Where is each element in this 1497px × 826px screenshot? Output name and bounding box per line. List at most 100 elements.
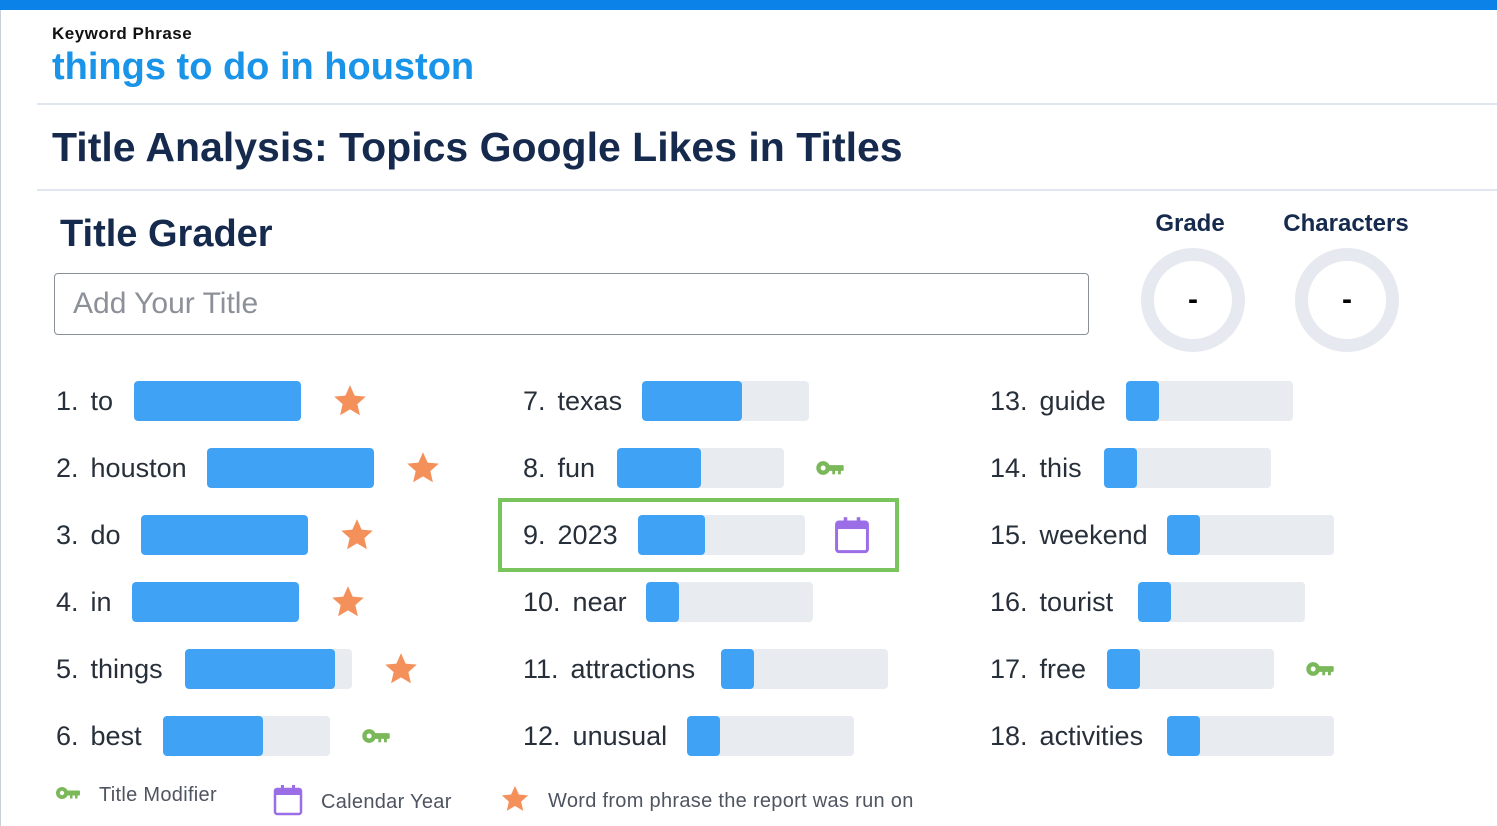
- topic-score-bar: [646, 582, 813, 622]
- topic-row: 10. near: [523, 582, 647, 622]
- topic-rank: 10.: [523, 586, 561, 617]
- topic-score-fill: [1107, 649, 1141, 689]
- title-modifier-icon: [1305, 650, 1335, 688]
- topic-rank: 15.: [990, 519, 1028, 550]
- topic-word: free: [1039, 653, 1087, 684]
- characters-gauge: -: [1295, 248, 1399, 352]
- legend-calendar-year: Calendar Year: [273, 784, 452, 821]
- topic-word: 2023: [557, 519, 618, 550]
- topic-rank: 13.: [990, 385, 1028, 416]
- grade-gauge: -: [1141, 248, 1245, 352]
- topic-score-fill: [638, 515, 705, 555]
- topic-word: tourist: [1039, 586, 1114, 617]
- star-icon: [405, 449, 441, 487]
- topic-word: do: [90, 519, 121, 550]
- topic-rank: 5.: [56, 653, 79, 684]
- characters-value: -: [1342, 283, 1352, 316]
- topic-word: fun: [557, 452, 596, 483]
- topic-row: 13. guide: [990, 381, 1126, 421]
- topic-score-fill: [642, 381, 743, 421]
- legend-label: Word from phrase the report was run on: [548, 790, 914, 812]
- topic-word: texas: [557, 385, 623, 416]
- topic-score-fill: [721, 649, 755, 689]
- topic-rank: 9.: [523, 519, 546, 550]
- star-icon: [500, 784, 530, 819]
- topic-word: this: [1039, 452, 1082, 483]
- topic-score-fill: [185, 649, 336, 689]
- topic-score-bar: [163, 716, 330, 756]
- topic-score-bar: [185, 649, 352, 689]
- title-input[interactable]: [54, 273, 1089, 335]
- topic-word: to: [90, 385, 114, 416]
- topic-word: attractions: [570, 653, 696, 684]
- title-modifier-icon: [55, 786, 81, 805]
- topic-row: 15. weekend: [990, 515, 1168, 555]
- section-title: Title Analysis: Topics Google Likes in T…: [52, 124, 903, 170]
- topic-score-fill: [1167, 716, 1201, 756]
- characters-label: Characters: [1283, 210, 1409, 237]
- topic-score-bar: [1126, 381, 1293, 421]
- topic-score-bar: [1167, 716, 1334, 756]
- topic-score-bar: [132, 582, 299, 622]
- legend-label: Calendar Year: [321, 791, 452, 813]
- topic-word: in: [90, 586, 112, 617]
- topic-score-bar: [1138, 582, 1305, 622]
- topic-score-bar: [721, 649, 888, 689]
- topic-score-bar: [207, 448, 374, 488]
- topic-score-fill: [1104, 448, 1138, 488]
- topic-score-bar: [141, 515, 308, 555]
- topic-rank: 4.: [56, 586, 79, 617]
- topic-row: 3. do: [56, 515, 141, 555]
- topic-score-fill: [687, 716, 721, 756]
- title-grader-heading: Title Grader: [60, 213, 273, 255]
- topic-word: activities: [1039, 720, 1144, 751]
- star-icon: [332, 382, 368, 420]
- topic-score-bar: [1107, 649, 1274, 689]
- legend-phrase-word: Word from phrase the report was run on: [500, 784, 914, 819]
- legend-title-modifier: Title Modifier: [55, 784, 217, 807]
- legend-label: Title Modifier: [99, 784, 217, 806]
- topic-score-fill: [207, 448, 374, 488]
- topic-row: 12. unusual: [523, 716, 687, 756]
- calendar-icon: [273, 784, 303, 821]
- topic-rank: 18.: [990, 720, 1028, 751]
- title-modifier-icon: [361, 717, 391, 755]
- star-icon: [339, 516, 375, 554]
- topic-rank: 6.: [56, 720, 79, 751]
- topic-word: weekend: [1039, 519, 1148, 550]
- topic-row: 11. attractions: [523, 649, 715, 689]
- topic-word: houston: [90, 452, 187, 483]
- topic-word: best: [90, 720, 142, 751]
- topic-score-bar: [1104, 448, 1271, 488]
- topic-rank: 1.: [56, 385, 79, 416]
- topic-score-bar: [1167, 515, 1334, 555]
- top-accent-bar: [0, 0, 1497, 10]
- topic-score-fill: [617, 448, 701, 488]
- topic-row: 7. texas: [523, 381, 642, 421]
- topic-rank: 8.: [523, 452, 546, 483]
- topic-word: things: [90, 653, 163, 684]
- topic-word: near: [572, 586, 627, 617]
- highlight-box: [498, 498, 899, 572]
- topic-row: 6. best: [56, 716, 162, 756]
- topic-rank: 17.: [990, 653, 1028, 684]
- topic-rank: 2.: [56, 452, 79, 483]
- topic-rank: 3.: [56, 519, 79, 550]
- topic-score-bar: [687, 716, 854, 756]
- topic-score-fill: [141, 515, 308, 555]
- topic-rank: 12.: [523, 720, 561, 751]
- star-icon: [330, 583, 366, 621]
- topic-score-bar: [642, 381, 809, 421]
- topic-rank: 7.: [523, 385, 546, 416]
- topic-rank: 11.: [523, 653, 559, 684]
- star-icon: [383, 650, 419, 688]
- topic-score-bar: [134, 381, 301, 421]
- topic-row: 18. activities: [990, 716, 1163, 756]
- divider: [37, 189, 1497, 191]
- grade-label: Grade: [1155, 210, 1225, 237]
- topic-score-fill: [646, 582, 680, 622]
- topic-row: 5. things: [56, 649, 183, 689]
- topic-row: 8. fun: [523, 448, 615, 488]
- topic-score-fill: [134, 381, 301, 421]
- topic-row: 14. this: [990, 448, 1102, 488]
